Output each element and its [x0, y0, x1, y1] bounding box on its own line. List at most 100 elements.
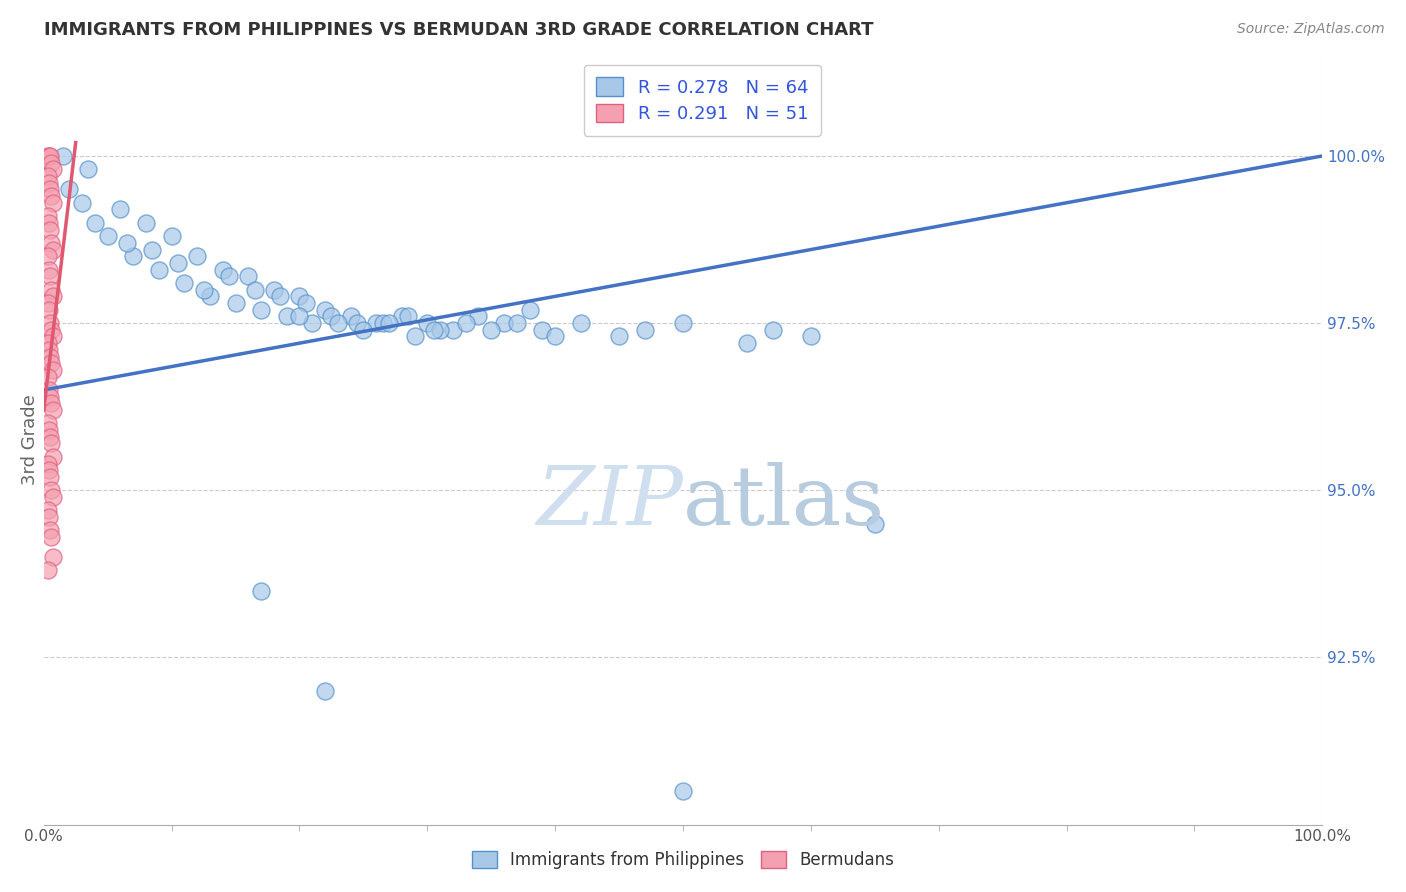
Point — [41, 289, 63, 303]
Point — [41, 550, 63, 565]
Point — [41, 243, 63, 257]
Point — [863, 516, 886, 531]
Point — [41, 396, 63, 410]
Point — [416, 316, 439, 330]
Point — [218, 269, 240, 284]
Point — [39, 390, 62, 404]
Point — [391, 310, 413, 324]
Point — [52, 149, 75, 163]
Point — [38, 510, 60, 524]
Point — [314, 302, 336, 317]
Point — [37, 457, 59, 471]
Point — [115, 235, 138, 250]
Point — [321, 310, 343, 324]
Point — [429, 323, 451, 337]
Point — [41, 530, 63, 544]
Point — [193, 283, 215, 297]
Text: atlas: atlas — [683, 462, 886, 541]
Point — [122, 249, 145, 263]
Point — [761, 323, 783, 337]
Point — [607, 329, 630, 343]
Point — [288, 289, 311, 303]
Point — [454, 316, 477, 330]
Point — [569, 316, 592, 330]
Point — [38, 149, 60, 163]
Point — [39, 316, 62, 330]
Point — [326, 316, 349, 330]
Point — [70, 195, 93, 210]
Point — [41, 155, 63, 169]
Point — [243, 283, 266, 297]
Point — [339, 310, 361, 324]
Point — [173, 276, 195, 290]
Point — [41, 162, 63, 177]
Point — [38, 176, 60, 190]
Point — [263, 283, 285, 297]
Point — [37, 369, 59, 384]
Point — [39, 470, 62, 484]
Point — [38, 463, 60, 477]
Point — [37, 169, 59, 183]
Point — [39, 182, 62, 196]
Point — [41, 235, 63, 250]
Point — [37, 503, 59, 517]
Point — [41, 189, 63, 203]
Point — [37, 149, 59, 163]
Point — [41, 356, 63, 370]
Point — [39, 350, 62, 364]
Point — [39, 430, 62, 444]
Point — [38, 262, 60, 277]
Point — [38, 383, 60, 397]
Point — [39, 149, 62, 163]
Point — [37, 209, 59, 223]
Point — [250, 302, 273, 317]
Legend: Immigrants from Philippines, Bermudans: Immigrants from Philippines, Bermudans — [464, 843, 903, 878]
Point — [41, 490, 63, 504]
Point — [467, 310, 489, 324]
Point — [531, 323, 554, 337]
Point — [167, 256, 190, 270]
Text: Source: ZipAtlas.com: Source: ZipAtlas.com — [1237, 22, 1385, 37]
Point — [314, 683, 336, 698]
Point — [41, 450, 63, 464]
Point — [41, 283, 63, 297]
Point — [37, 417, 59, 431]
Point — [41, 436, 63, 450]
Point — [346, 316, 368, 330]
Point — [735, 336, 758, 351]
Point — [404, 329, 426, 343]
Point — [41, 323, 63, 337]
Point — [366, 316, 388, 330]
Point — [295, 296, 318, 310]
Point — [41, 483, 63, 498]
Point — [371, 316, 394, 330]
Point — [77, 162, 100, 177]
Point — [288, 310, 311, 324]
Point — [544, 329, 567, 343]
Point — [97, 229, 120, 244]
Point — [634, 323, 657, 337]
Point — [672, 784, 695, 798]
Point — [39, 524, 62, 538]
Point — [800, 329, 823, 343]
Point — [186, 249, 208, 263]
Point — [211, 262, 233, 277]
Point — [148, 262, 170, 277]
Text: ZIP: ZIP — [536, 462, 683, 541]
Point — [41, 403, 63, 417]
Point — [58, 182, 80, 196]
Point — [83, 216, 105, 230]
Point — [492, 316, 515, 330]
Y-axis label: 3rd Grade: 3rd Grade — [21, 395, 39, 485]
Point — [441, 323, 464, 337]
Point — [301, 316, 323, 330]
Point — [110, 202, 132, 217]
Point — [41, 363, 63, 377]
Point — [39, 269, 62, 284]
Point — [506, 316, 529, 330]
Point — [269, 289, 291, 303]
Point — [38, 343, 60, 357]
Point — [160, 229, 183, 244]
Point — [38, 423, 60, 437]
Point — [37, 249, 59, 263]
